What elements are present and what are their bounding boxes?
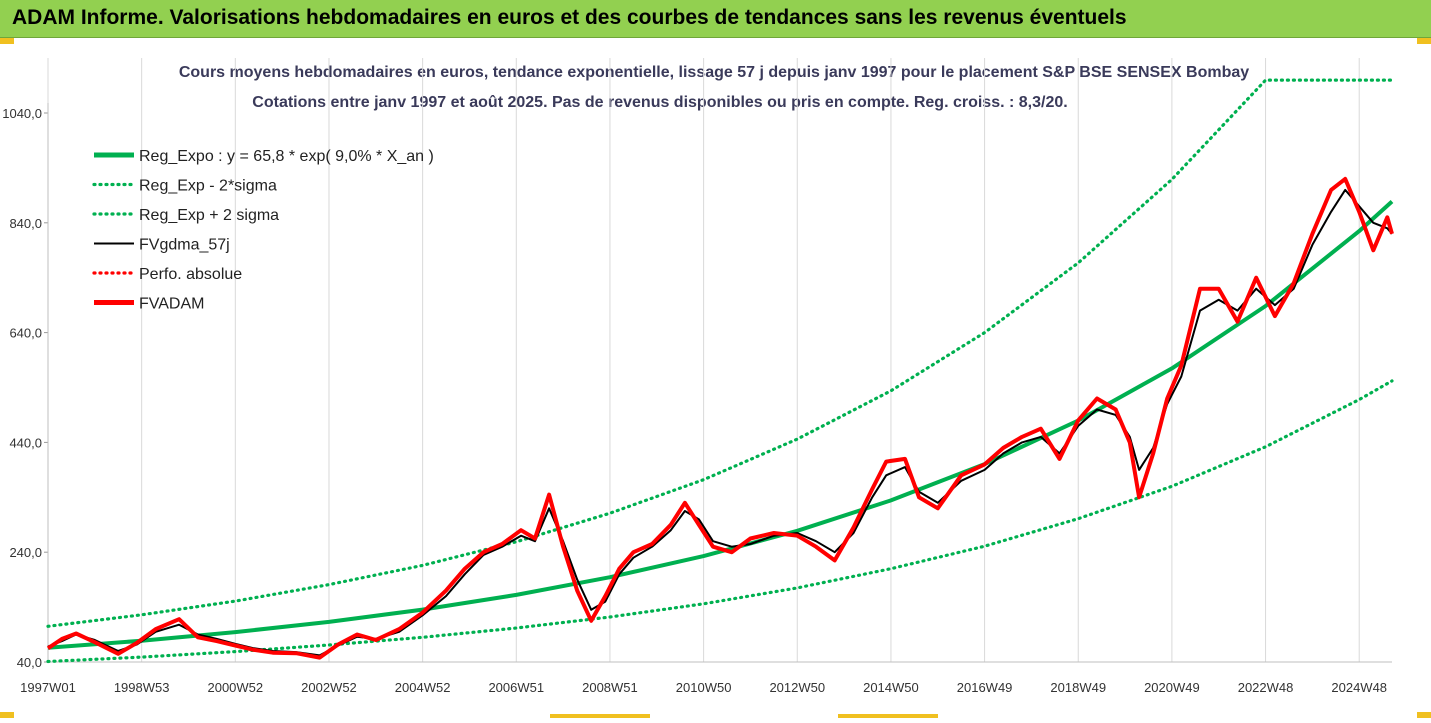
chart-area: Cours moyens hebdomadaires en euros, ten…	[0, 38, 1431, 718]
x-tick-label: 2024W48	[1331, 680, 1387, 695]
x-tick-label: 2018W49	[1050, 680, 1106, 695]
banner-title: ADAM Informe. Valorisations hebdomadaire…	[12, 6, 1127, 29]
y-tick-label: 1040,0	[2, 106, 42, 121]
scroll-marker-bottom-1	[550, 714, 650, 718]
y-tick-label: 440,0	[9, 435, 42, 450]
axes: 40,0 240,0 440,0 640,0 840,0 1040,0 1997W01 199…	[2, 103, 1392, 695]
x-tick-label: 2002W52	[301, 680, 357, 695]
title-banner: ADAM Informe. Valorisations hebdomadaire…	[0, 0, 1431, 38]
x-tick-label: 2006W51	[488, 680, 544, 695]
y-tick-label: 40,0	[17, 655, 42, 670]
legend-label-2: Reg_Exp + 2 sigma	[139, 207, 279, 224]
x-tick-label: 2012W50	[769, 680, 825, 695]
corner-marker-bottom-left	[0, 712, 14, 718]
x-tick-label: 1998W53	[114, 680, 170, 695]
x-tick-label: 2014W50	[863, 680, 919, 695]
legend-label-1: Reg_Exp - 2*sigma	[139, 178, 277, 195]
series-line-3	[47, 188, 1393, 657]
chart-title: Cours moyens hebdomadaires en euros, ten…	[179, 64, 1249, 81]
series-line-5	[46, 176, 1394, 660]
x-tick-label: 2016W49	[957, 680, 1013, 695]
line-chart: Cours moyens hebdomadaires en euros, ten…	[2, 58, 1394, 695]
x-tick-label: 2004W52	[395, 680, 451, 695]
series-line-1	[46, 379, 1394, 664]
corner-marker-top-left	[0, 38, 14, 44]
chart-subtitle: Cotations entre janv 1997 et août 2025. …	[252, 94, 1067, 111]
legend-label-5: FVADAM	[139, 296, 204, 313]
scroll-marker-bottom-2	[838, 714, 938, 718]
x-tick-label: 2008W51	[582, 680, 638, 695]
x-tick-label: 2010W50	[676, 680, 732, 695]
corner-marker-bottom-right	[1417, 712, 1431, 718]
y-tick-label: 640,0	[9, 326, 42, 341]
series-line-2	[46, 78, 1394, 628]
x-tick-label: 2020W49	[1144, 680, 1200, 695]
series-lines	[46, 78, 1394, 664]
x-tick-label: 1997W01	[20, 680, 76, 695]
y-tick-label: 240,0	[9, 545, 42, 560]
corner-marker-top-right	[1417, 38, 1431, 44]
legend-label-4: Perfo. absolue	[139, 266, 242, 283]
legend-label-0: Reg_Expo : y = 65,8 * exp( 9,0% * X_an )	[139, 148, 434, 165]
series-line-0	[47, 200, 1394, 650]
legend-label-3: FVgdma_57j	[139, 237, 230, 254]
x-tick-label: 2022W48	[1238, 680, 1294, 695]
grid-lines	[47, 58, 1360, 662]
x-tick-label: 2000W52	[207, 680, 263, 695]
y-tick-label: 840,0	[9, 216, 42, 231]
legend: Reg_Expo : y = 65,8 * exp( 9,0% * X_an )…	[92, 148, 434, 313]
